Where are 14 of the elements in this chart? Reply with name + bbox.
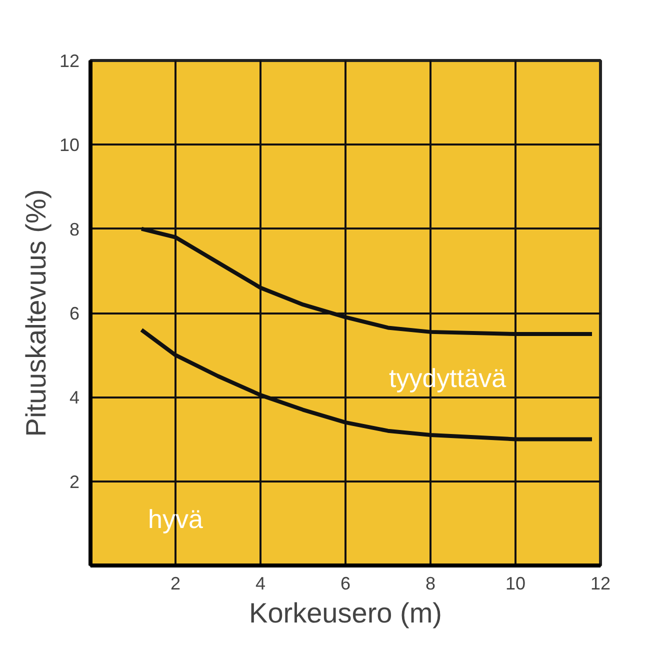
y-axis-title: Pituuskaltevuus (%): [20, 189, 52, 437]
x-axis-title: Korkeusero (m): [249, 598, 442, 628]
x-tick-label: 4: [255, 574, 266, 594]
x-tick-label: 8: [425, 574, 436, 594]
y-tick-label: 12: [59, 51, 80, 71]
x-tick-label: 10: [505, 574, 526, 594]
y-tick-label: 10: [59, 135, 80, 156]
x-tick-label: 2: [170, 574, 181, 594]
y-tick-label: 6: [69, 304, 80, 324]
y-tick-label: 4: [69, 388, 80, 408]
x-tick-label: 12: [590, 574, 611, 594]
x-tick-label: 6: [340, 574, 351, 594]
y-tick-label: 2: [69, 472, 80, 492]
y-tick-label: 8: [69, 219, 80, 240]
